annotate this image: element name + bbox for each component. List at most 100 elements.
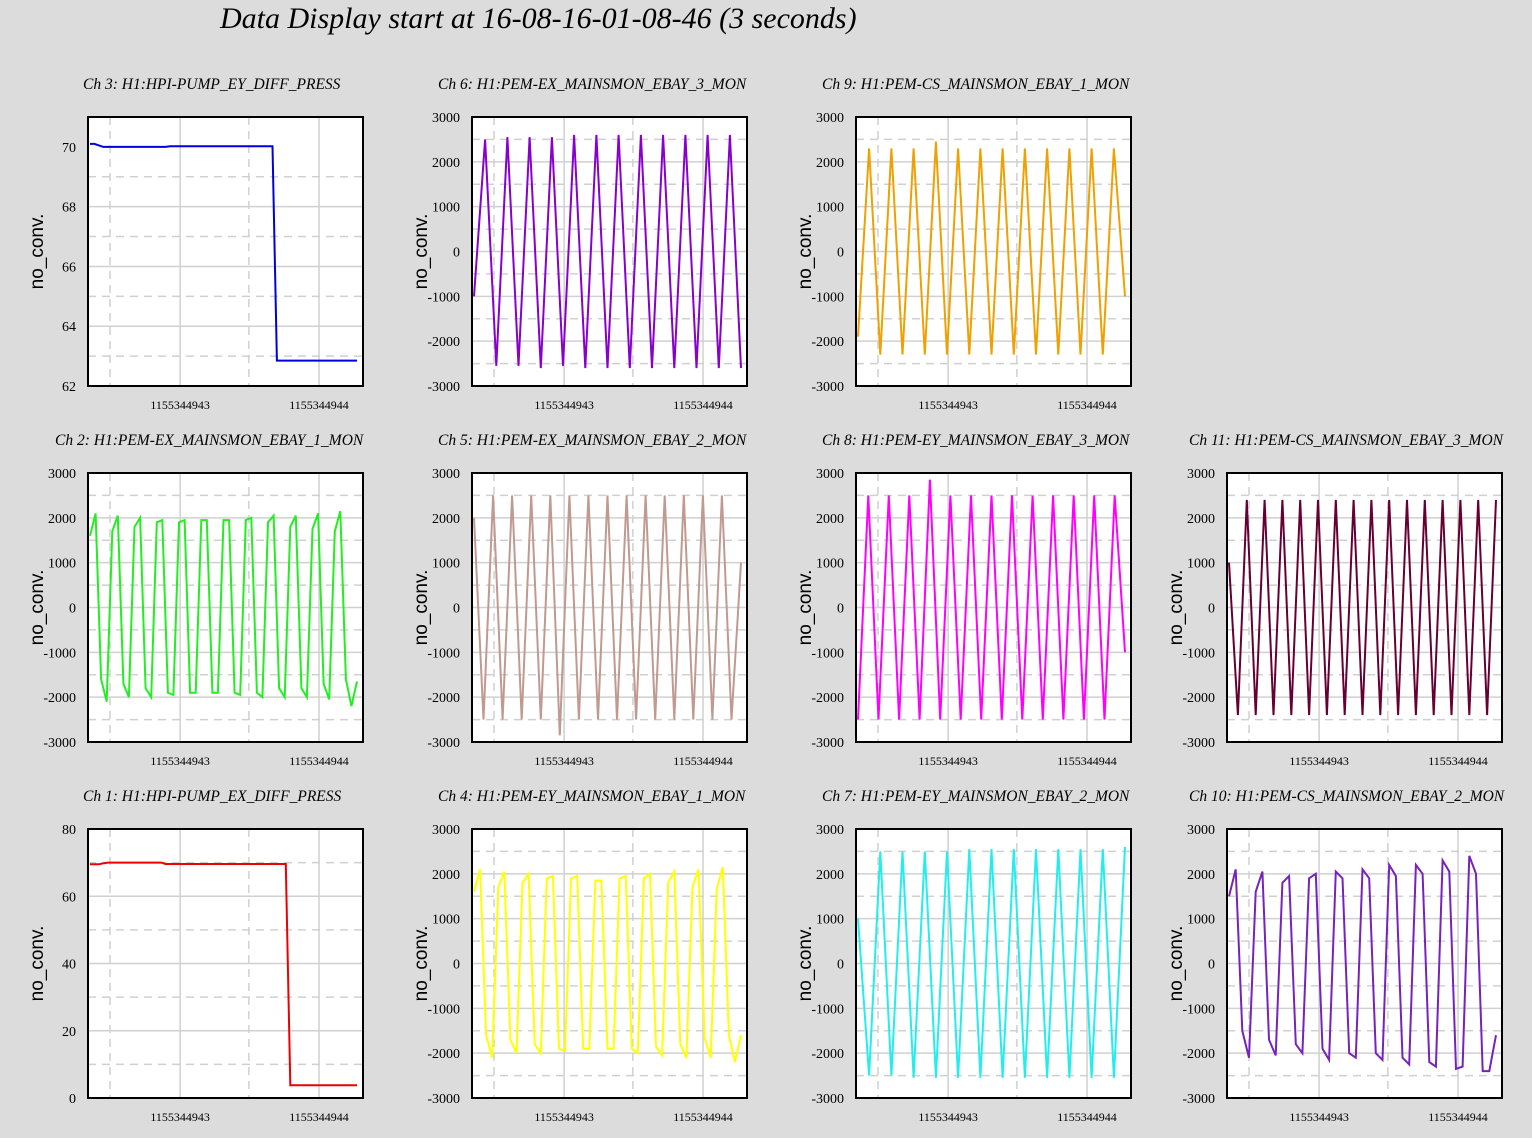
- panel-8: Ch 1: H1:HPI-PUMP_EX_DIFF_PRESS 80 60 40 20 0…: [27, 788, 364, 1124]
- y-tick-label: 2000: [48, 512, 76, 527]
- panel-title: Ch 1: H1:HPI-PUMP_EX_DIFF_PRESS: [83, 788, 342, 805]
- panel-title: Ch 11: H1:PEM-CS_MAINSMON_EBAY_3_MON: [1189, 432, 1505, 449]
- y-tick-label: -2000: [1182, 1047, 1215, 1062]
- y-tick-label: 3000: [48, 467, 76, 482]
- plot-frame: [471, 828, 748, 1099]
- x-tick-label: 1155344943: [1289, 754, 1349, 768]
- y-tick-label: -1000: [427, 646, 460, 661]
- x-tick-label: 1155344944: [673, 754, 733, 768]
- page-title: Data Display start at 16-08-16-01-08-46 …: [220, 2, 857, 35]
- series-line: [473, 866, 742, 1063]
- x-tick-label: 1155344943: [150, 1110, 210, 1124]
- plot-frame: [471, 472, 748, 743]
- panel-title: Ch 10: H1:PEM-CS_MAINSMON_EBAY_2_MON: [1189, 788, 1506, 805]
- x-tick-label: 1155344943: [918, 1110, 978, 1124]
- y-tick-label: 3000: [432, 111, 460, 126]
- y-tick-label: -1000: [1182, 646, 1215, 661]
- panel-11: Ch 10: H1:PEM-CS_MAINSMON_EBAY_2_MON 3000…: [1166, 788, 1506, 1124]
- plot-frame: [471, 116, 748, 387]
- y-tick-label: -1000: [811, 1002, 844, 1017]
- y-tick-label: -3000: [427, 380, 460, 395]
- y-axis-label: no_conv.: [411, 214, 432, 290]
- y-tick-label: -3000: [1182, 1092, 1215, 1107]
- series-line: [473, 495, 742, 736]
- panel-9: Ch 4: H1:PEM-EY_MAINSMON_EBAY_1_MON 3000 2…: [411, 788, 748, 1124]
- y-tick-label: 62: [62, 380, 76, 395]
- y-tick-label: 0: [69, 602, 76, 617]
- y-tick-label: 60: [62, 890, 76, 905]
- y-tick-label: -2000: [427, 1047, 460, 1062]
- y-tick-label: -1000: [811, 646, 844, 661]
- panel-title: Ch 8: H1:PEM-EY_MAINSMON_EBAY_3_MON: [822, 432, 1131, 449]
- y-tick-label: -2000: [811, 1047, 844, 1062]
- plot-frame: [855, 116, 1132, 387]
- y-tick-label: 1000: [432, 913, 460, 928]
- x-tick-label: 1155344944: [289, 754, 349, 768]
- y-tick-label: 68: [62, 201, 76, 216]
- y-tick-label: -2000: [811, 335, 844, 350]
- panel-title: Ch 6: H1:PEM-EX_MAINSMON_EBAY_3_MON: [438, 76, 748, 93]
- x-tick-label: 1155344944: [1057, 754, 1117, 768]
- y-tick-label: 20: [62, 1025, 76, 1040]
- x-tick-label: 1155344944: [673, 398, 733, 412]
- series-line: [857, 141, 1126, 355]
- y-tick-label: 70: [62, 141, 76, 156]
- y-tick-label: 2000: [432, 512, 460, 527]
- y-tick-label: -3000: [811, 736, 844, 751]
- x-tick-label: 1155344943: [534, 754, 594, 768]
- y-axis-label: no_conv.: [795, 214, 816, 290]
- y-tick-label: 1000: [432, 201, 460, 216]
- y-tick-label: 3000: [816, 823, 844, 838]
- y-tick-label: 2000: [1187, 868, 1215, 883]
- panel-7: Ch 11: H1:PEM-CS_MAINSMON_EBAY_3_MON 3000…: [1166, 432, 1505, 768]
- plot-frame: [855, 472, 1132, 743]
- x-tick-label: 1155344943: [918, 398, 978, 412]
- panel-title: Ch 7: H1:PEM-EY_MAINSMON_EBAY_2_MON: [822, 788, 1131, 805]
- y-tick-label: 0: [453, 246, 460, 261]
- plot-area: [88, 117, 363, 386]
- y-tick-label: 3000: [432, 467, 460, 482]
- plot-frame: [87, 828, 364, 1099]
- y-axis-label: no_conv.: [27, 926, 48, 1002]
- x-tick-label: 1155344943: [150, 398, 210, 412]
- series-line: [90, 142, 357, 362]
- x-tick-label: 1155344944: [1428, 754, 1488, 768]
- series-line: [857, 479, 1126, 720]
- y-tick-label: -1000: [811, 290, 844, 305]
- y-tick-label: 0: [453, 602, 460, 617]
- y-tick-label: 1000: [432, 557, 460, 572]
- y-tick-label: -1000: [43, 646, 76, 661]
- y-tick-label: 1000: [48, 557, 76, 572]
- y-tick-label: 3000: [432, 823, 460, 838]
- series-line: [1228, 499, 1497, 716]
- panel-10: Ch 7: H1:PEM-EY_MAINSMON_EBAY_2_MON 3000 2…: [795, 788, 1132, 1124]
- y-tick-label: 2000: [816, 512, 844, 527]
- x-tick-label: 1155344943: [918, 754, 978, 768]
- x-tick-label: 1155344943: [534, 398, 594, 412]
- series-line: [89, 510, 358, 707]
- y-tick-label: -2000: [427, 335, 460, 350]
- y-tick-label: 40: [62, 958, 76, 973]
- y-tick-label: -3000: [43, 736, 76, 751]
- y-tick-label: -2000: [811, 691, 844, 706]
- y-tick-label: 1000: [816, 913, 844, 928]
- panel-5: Ch 5: H1:PEM-EX_MAINSMON_EBAY_2_MON 3000 2…: [411, 432, 748, 768]
- y-tick-label: -2000: [43, 691, 76, 706]
- panel-title: Ch 9: H1:PEM-CS_MAINSMON_EBAY_1_MON: [822, 76, 1131, 93]
- series-line: [90, 861, 357, 1087]
- y-tick-label: -1000: [427, 1002, 460, 1017]
- y-axis-label: no_conv.: [795, 570, 816, 646]
- y-tick-label: 2000: [432, 156, 460, 171]
- y-tick-label: 0: [837, 958, 844, 973]
- panel-6: Ch 8: H1:PEM-EY_MAINSMON_EBAY_3_MON 3000 2…: [795, 432, 1132, 768]
- y-tick-label: 3000: [816, 467, 844, 482]
- series-line: [1228, 855, 1497, 1073]
- x-tick-label: 1155344943: [534, 1110, 594, 1124]
- y-axis-label: no_conv.: [795, 926, 816, 1002]
- x-tick-label: 1155344944: [289, 1110, 349, 1124]
- y-tick-label: -1000: [1182, 1002, 1215, 1017]
- panel-3: Ch 9: H1:PEM-CS_MAINSMON_EBAY_1_MON 3000 2…: [795, 76, 1132, 412]
- panel-title: Ch 4: H1:PEM-EY_MAINSMON_EBAY_1_MON: [438, 788, 747, 805]
- y-tick-label: -3000: [1182, 736, 1215, 751]
- y-axis-label: no_conv.: [27, 570, 48, 646]
